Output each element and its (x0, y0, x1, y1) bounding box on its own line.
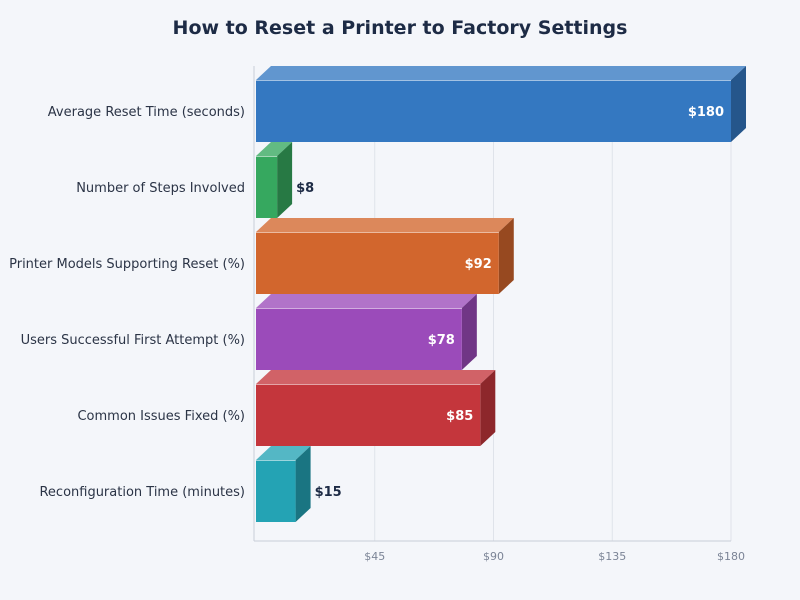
category-label: Common Issues Fixed (%) (77, 409, 245, 424)
bar-side-face (277, 142, 293, 218)
bar-value-label: $8 (296, 181, 314, 196)
x-tick-label: $45 (364, 550, 385, 563)
bar: $8 (256, 142, 314, 218)
x-tick-label: $90 (483, 550, 504, 563)
bar-front-face (256, 156, 278, 218)
bar-front-face (256, 80, 731, 142)
bar-value-label: $180 (688, 105, 724, 120)
category-label: Number of Steps Involved (76, 181, 245, 196)
bar-side-face (295, 446, 311, 522)
bar-value-label: $92 (465, 257, 492, 272)
category-label: Average Reset Time (seconds) (48, 105, 245, 120)
category-label: Printer Models Supporting Reset (%) (9, 257, 245, 272)
bar-top-face (256, 370, 496, 384)
axes (253, 66, 731, 542)
bar-top-face (256, 446, 311, 460)
bar: $15 (256, 446, 342, 522)
bar-top-face (256, 218, 514, 232)
bars: $180 $8 $92 $78 $85 $15 (256, 66, 746, 522)
bar-side-face (461, 294, 477, 370)
bar-front-face (256, 308, 462, 370)
bar-value-label: $85 (446, 409, 473, 424)
bar: $180 (256, 66, 746, 142)
bar-value-label: $15 (315, 485, 342, 500)
bar: $85 (256, 370, 496, 446)
x-tick-label: $180 (717, 550, 745, 563)
bar-side-face (480, 370, 496, 446)
bar: $92 (256, 218, 514, 294)
bar-top-face (256, 66, 746, 80)
x-tick-labels: $45 $90 $135 $180 (364, 550, 745, 563)
bar-front-face (256, 460, 296, 522)
bar-side-face (731, 66, 746, 142)
category-labels: Average Reset Time (seconds) Number of St… (9, 105, 245, 500)
category-label: Reconfiguration Time (minutes) (39, 485, 245, 500)
bar-top-face (256, 294, 477, 308)
bar: $78 (256, 294, 477, 370)
x-tick-label: $135 (598, 550, 626, 563)
bar-front-face (256, 384, 481, 446)
bar-value-label: $78 (428, 333, 455, 348)
bar-top-face (256, 142, 293, 156)
category-label: Users Successful First Attempt (%) (21, 333, 245, 348)
bar-front-face (256, 232, 499, 294)
chart-title: How to Reset a Printer to Factory Settin… (173, 17, 628, 39)
bar-side-face (498, 218, 514, 294)
